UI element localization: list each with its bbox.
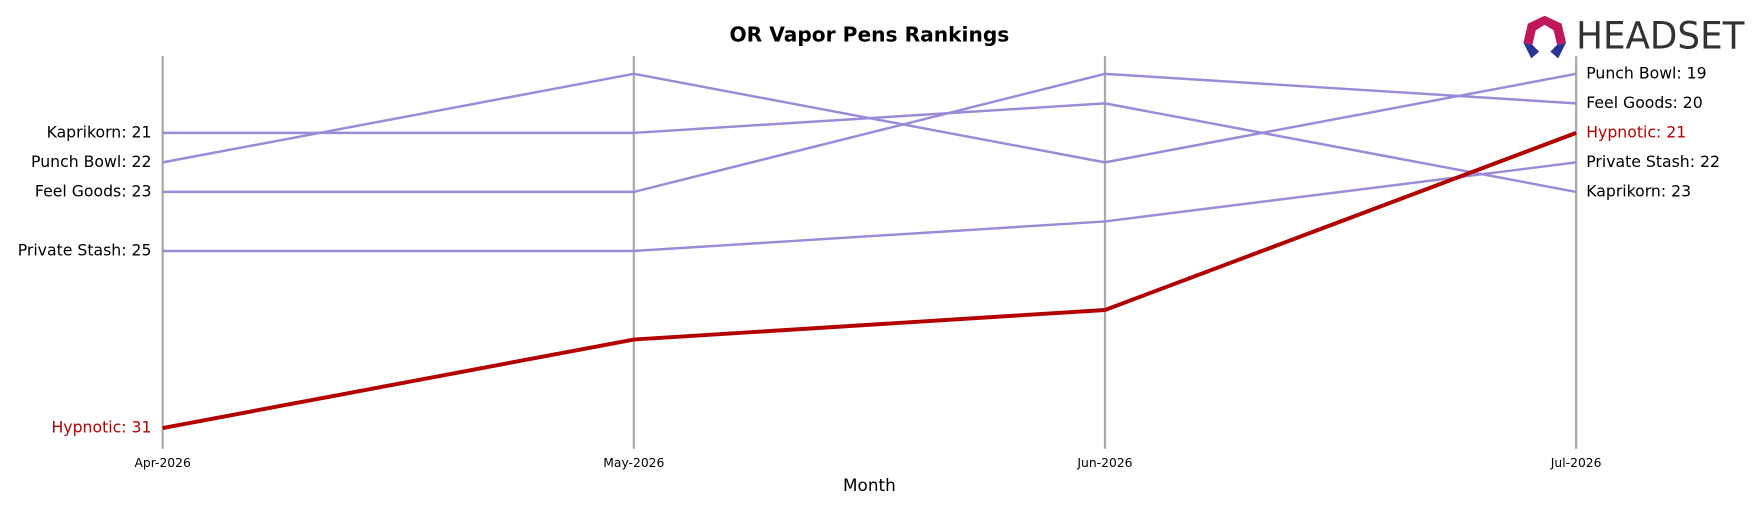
value-label: Feel Goods: 23: [35, 181, 152, 200]
x-tick-label: May-2026: [603, 456, 664, 470]
value-label: Punch Bowl: 22: [31, 152, 151, 171]
value-label: Kaprikorn: 21: [47, 122, 152, 141]
rank-line: [162, 161, 1577, 253]
x-tick-label: Apr-2026: [134, 456, 191, 470]
x-tick-label: Jun-2026: [1076, 456, 1132, 470]
rank-line: [162, 131, 1577, 431]
rank-line: [162, 72, 1577, 164]
chart-title: OR Vapor Pens Rankings: [729, 22, 1009, 46]
rank-line: [162, 102, 1577, 194]
x-tick-label: Jul-2026: [1550, 456, 1602, 470]
logo-icon: [1523, 42, 1540, 59]
value-label: Feel Goods: 20: [1586, 93, 1703, 112]
logo-icon: [1523, 15, 1567, 45]
x-axis-label: Month: [843, 475, 896, 495]
logo-icon: [1550, 42, 1567, 59]
value-label: Punch Bowl: 19: [1586, 63, 1706, 82]
value-label: Private Stash: 25: [18, 240, 152, 259]
value-label: Private Stash: 22: [1586, 152, 1720, 171]
logo-text: HEADSET: [1576, 15, 1745, 58]
value-label: Hypnotic: 31: [51, 418, 151, 437]
logo: HEADSET: [1523, 15, 1745, 59]
value-label: Kaprikorn: 23: [1586, 181, 1691, 200]
value-label: Hypnotic: 21: [1586, 122, 1686, 141]
rank-line: [162, 72, 1577, 194]
